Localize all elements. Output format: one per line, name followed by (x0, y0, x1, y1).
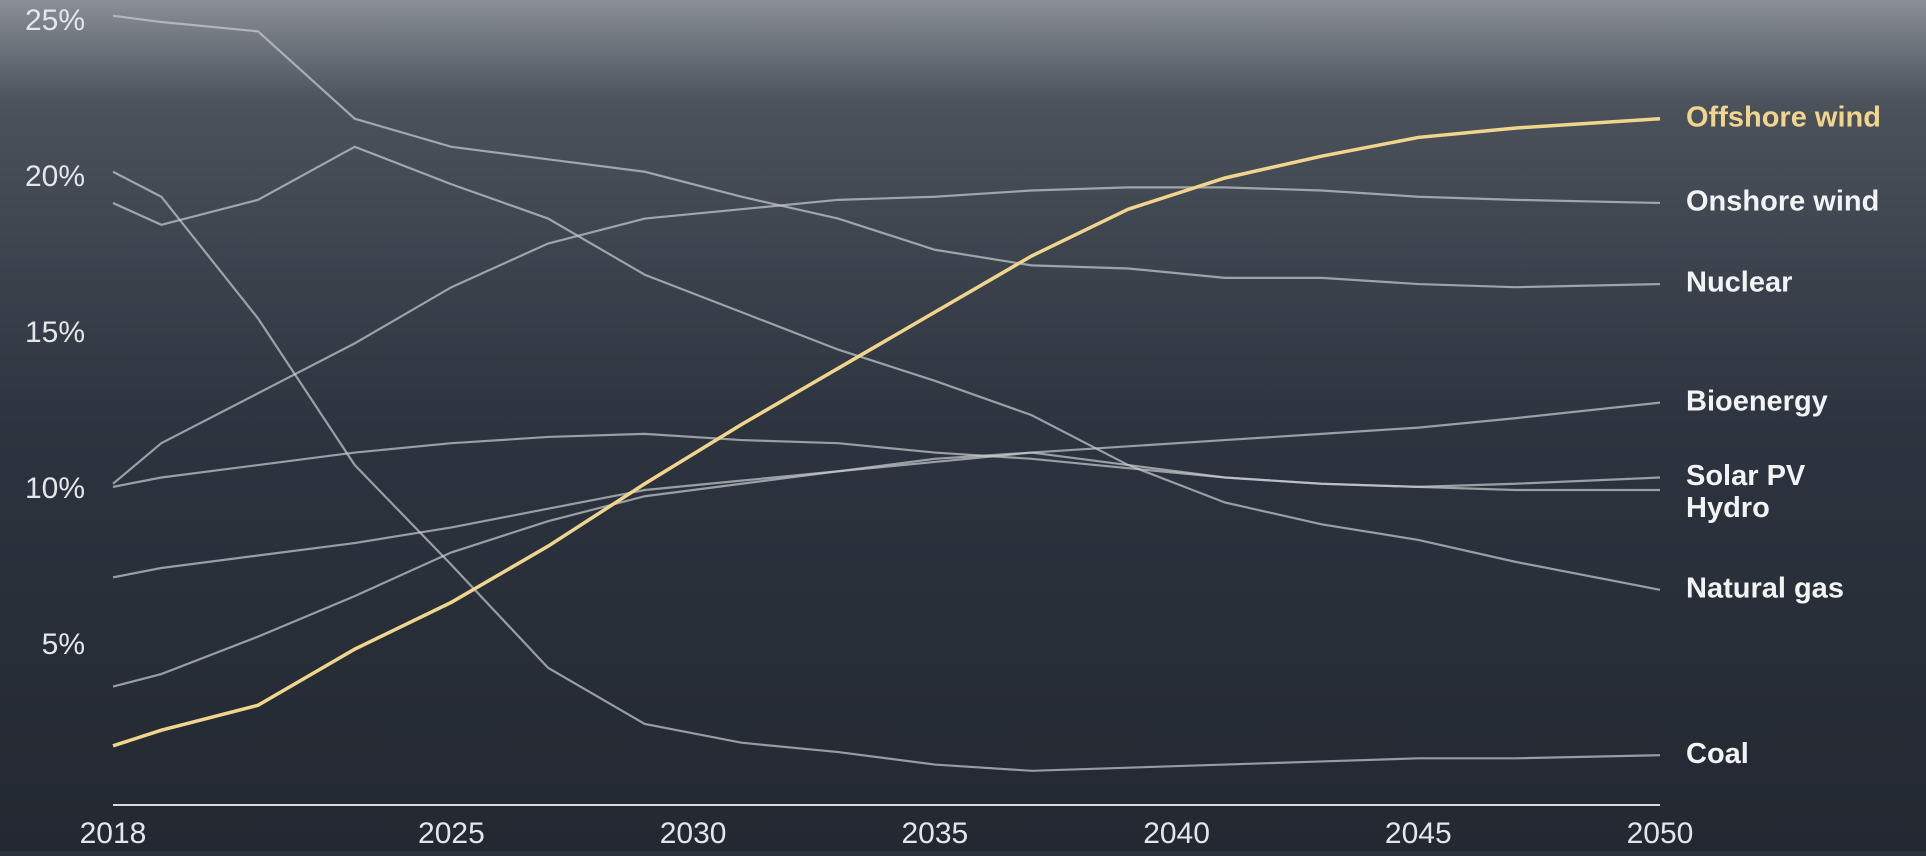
series-label: Bioenergy (1686, 385, 1828, 417)
y-tick-label: 25% (25, 4, 85, 37)
series-label: Offshore wind (1686, 101, 1881, 133)
y-tick-label: 5% (42, 628, 85, 661)
x-tick-label: 2045 (1385, 817, 1452, 850)
series-line (112, 170, 1661, 772)
x-tick-label: 2035 (901, 817, 968, 850)
x-tick-label: 2030 (660, 817, 727, 850)
series-label: Solar PV (1686, 460, 1806, 492)
series-line (112, 401, 1661, 579)
series-line (112, 14, 1661, 289)
series-label: Onshore wind (1686, 186, 1879, 218)
series-line (112, 145, 1661, 591)
series-line (112, 116, 1661, 748)
x-tick-label: 2025 (418, 817, 485, 850)
x-tick-label: 2018 (80, 817, 147, 850)
y-tick-label: 20% (25, 160, 85, 193)
x-tick-label: 2050 (1627, 817, 1694, 850)
series-line (112, 186, 1661, 485)
y-tick-label: 15% (25, 316, 85, 349)
series-label: Coal (1686, 738, 1749, 770)
y-tick-label: 10% (25, 472, 85, 505)
series-label: Natural gas (1686, 572, 1844, 604)
series-label: Nuclear (1686, 267, 1792, 299)
series-label: Hydro (1686, 492, 1770, 524)
x-tick-label: 2040 (1143, 817, 1210, 850)
